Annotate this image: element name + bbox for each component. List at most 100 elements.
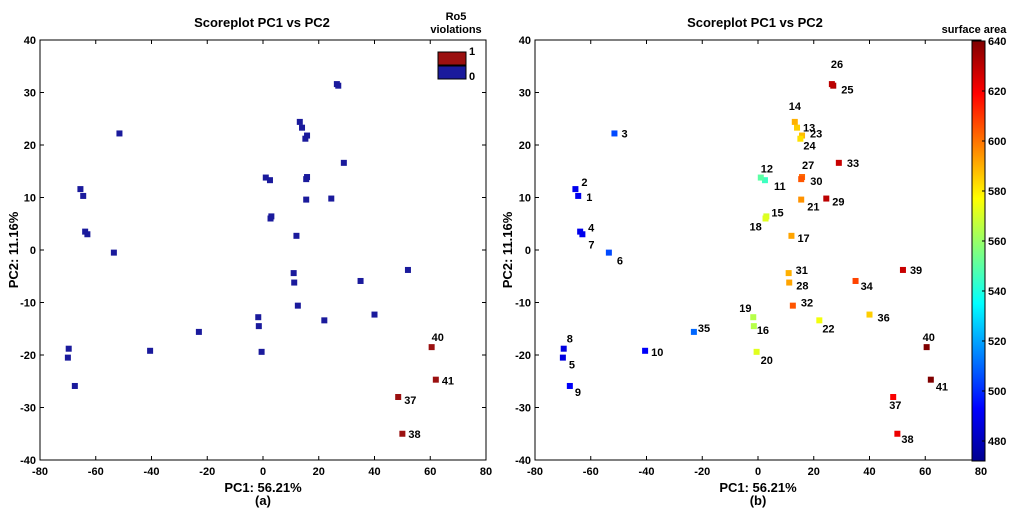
y-tick-label: 40: [519, 35, 531, 47]
data-point: [927, 376, 934, 383]
x-tick-label: -20: [199, 466, 215, 478]
colorbar-tick-label: 500: [988, 386, 1006, 398]
data-point: [255, 323, 262, 330]
plot-area: [534, 39, 982, 461]
point-label: 34: [861, 281, 874, 293]
point-label: 33: [847, 158, 859, 170]
colorbar-gradient: [971, 40, 986, 462]
colorbar-tick-label: 640: [988, 36, 1006, 48]
point-label: 30: [810, 176, 822, 188]
point-label: 3: [621, 128, 627, 140]
chart-title: Scoreplot PC1 vs PC2: [687, 15, 823, 30]
data-points: 1234567891011121314151617181920212223242…: [559, 59, 948, 446]
data-point: [798, 176, 805, 183]
point-label: 2: [581, 177, 587, 189]
data-point: [262, 174, 269, 181]
point-label: 14: [789, 101, 802, 113]
data-point: [762, 215, 769, 222]
data-point: [835, 159, 842, 166]
data-point: [560, 345, 567, 352]
data-point: [304, 132, 311, 139]
data-point: [291, 279, 298, 286]
data-point: [559, 354, 566, 361]
data-point: [303, 176, 310, 183]
data-point: [77, 186, 84, 193]
data-point: [757, 174, 764, 181]
data-point: [894, 430, 901, 437]
point-label: 6: [617, 256, 623, 268]
x-tick-label: -80: [32, 466, 48, 478]
data-point: [611, 130, 618, 137]
x-tick-label: 0: [260, 466, 266, 478]
data-point: [357, 277, 364, 284]
data-point: [786, 279, 793, 286]
point-label: 38: [408, 429, 420, 441]
point-label: 24: [803, 141, 816, 153]
point-label: 9: [575, 387, 581, 399]
y-tick-label: 40: [24, 35, 36, 47]
point-label: 1: [586, 192, 592, 204]
data-point: [299, 124, 306, 131]
data-point: [294, 302, 301, 309]
point-label: 37: [889, 400, 901, 412]
point-label: 32: [801, 298, 813, 310]
data-point: [788, 232, 795, 239]
point-label: 35: [698, 323, 710, 335]
data-point: [566, 382, 573, 389]
data-point: [303, 196, 310, 203]
colorbar-tick-label: 620: [988, 86, 1006, 98]
x-tick-label: 60: [919, 466, 931, 478]
point-label: 29: [832, 197, 844, 209]
point-label: 15: [771, 207, 783, 219]
x-axis: -80 -60 -40 -20 0 20 40 60 80: [32, 40, 492, 478]
data-point: [293, 232, 300, 239]
data-point: [828, 81, 835, 88]
colorbar-tick-label: 600: [988, 136, 1006, 148]
colorbar-tick-label: 480: [988, 436, 1006, 448]
data-point: [750, 323, 757, 330]
x-axis-label: PC1: 56.21%: [719, 480, 797, 495]
colorbar-tick-label: 540: [988, 286, 1006, 298]
colorbar-title: surface area: [942, 24, 1008, 36]
x-tick-label: 20: [313, 466, 325, 478]
colorbar-tick-label: 520: [988, 336, 1006, 348]
data-point: [799, 132, 806, 139]
data-point: [798, 196, 805, 203]
data-point: [816, 317, 823, 324]
y-axis-label: PC2: 11.16%: [6, 211, 21, 288]
data-point: [428, 344, 435, 351]
colorbar: surface area 480 500 520 540 560 580 600 620 640: [942, 24, 1008, 462]
x-tick-label: -40: [144, 466, 160, 478]
data-point: [147, 347, 154, 354]
data-point: [785, 270, 792, 277]
panel-caption: (b): [750, 493, 767, 508]
point-label: 40: [923, 332, 935, 344]
legend-swatch-1: [437, 51, 467, 66]
point-label: 41: [936, 382, 948, 394]
data-point: [64, 354, 71, 361]
x-tick-label: 80: [480, 466, 492, 478]
x-tick-label: -40: [639, 466, 655, 478]
data-point: [761, 177, 768, 184]
data-point: [572, 186, 579, 193]
y-tick-label: 10: [519, 193, 531, 205]
point-label: 20: [761, 355, 773, 367]
x-tick-label: 0: [755, 466, 761, 478]
colorbar-tick-label: 580: [988, 186, 1006, 198]
point-label: 27: [802, 160, 814, 172]
legend-label-0: 0: [469, 71, 475, 83]
y-tick-label: -20: [515, 350, 531, 362]
point-label: 28: [796, 281, 808, 293]
point-label: 21: [807, 202, 819, 214]
point-label: 19: [739, 303, 751, 315]
data-point: [866, 311, 873, 318]
point-label: 22: [822, 323, 834, 335]
data-point: [579, 231, 586, 238]
y-tick-label: 0: [525, 245, 531, 257]
y-tick-label: -10: [515, 298, 531, 310]
data-point: [789, 302, 796, 309]
data-point: [302, 135, 309, 142]
